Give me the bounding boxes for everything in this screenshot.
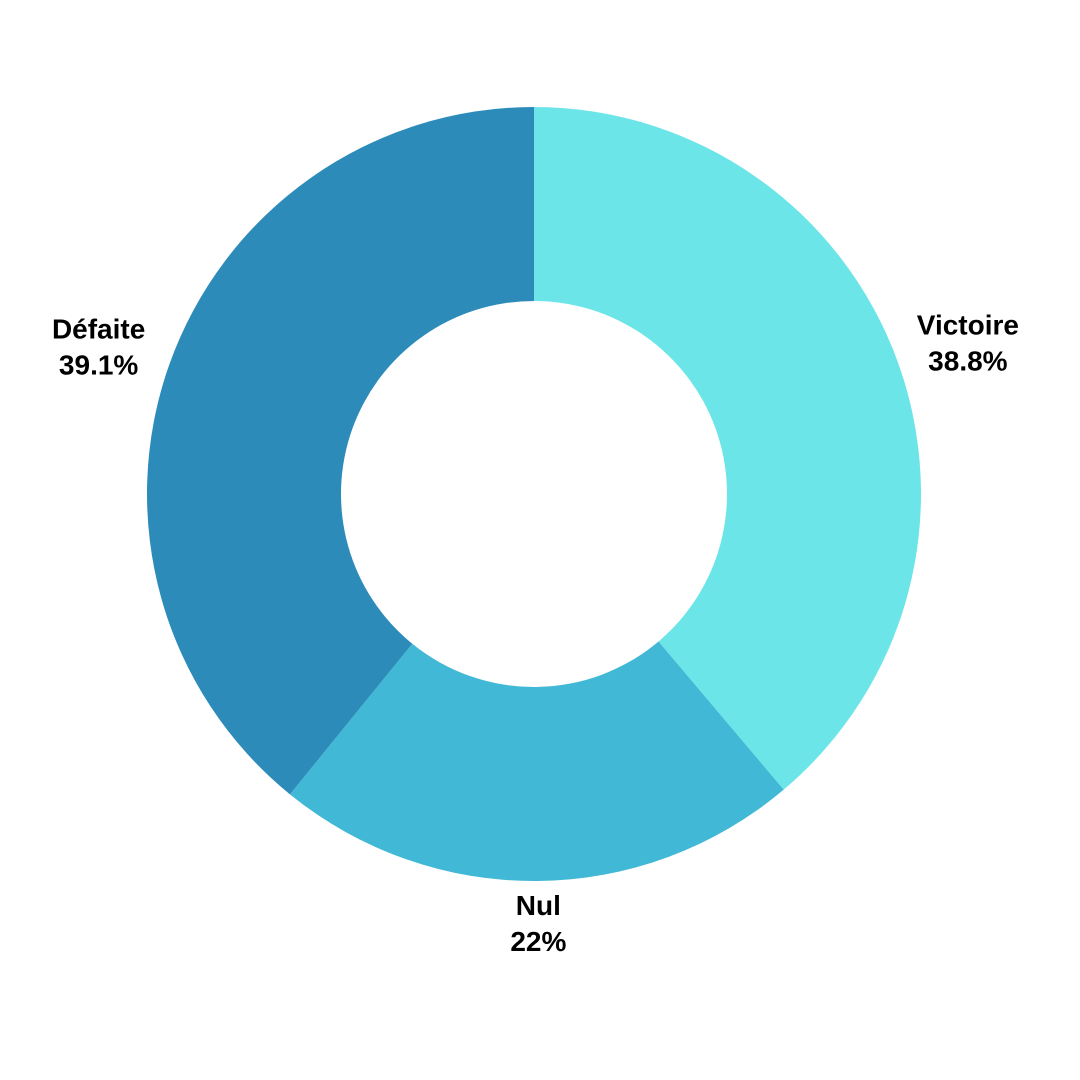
- slice-label: Nul 22%: [510, 890, 566, 957]
- slice-category: Nul: [516, 890, 561, 921]
- slice-category: Victoire: [917, 310, 1019, 341]
- slice-value: 22%: [510, 926, 566, 957]
- slice-value: 38.8%: [928, 346, 1007, 377]
- donut-slice: [534, 107, 921, 790]
- slice-label: Victoire 38.8%: [917, 310, 1019, 377]
- slice-label: Défaite 39.1%: [52, 314, 145, 381]
- donut-slice: [289, 641, 784, 882]
- slice-value: 39.1%: [59, 350, 138, 381]
- donut-slice: [147, 107, 535, 795]
- slice-category: Défaite: [52, 314, 145, 345]
